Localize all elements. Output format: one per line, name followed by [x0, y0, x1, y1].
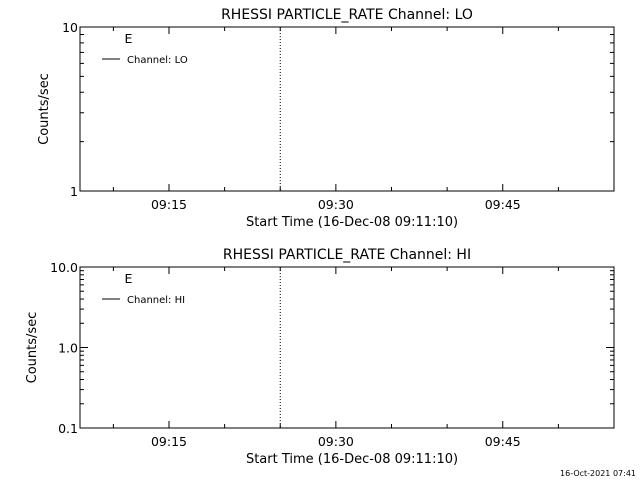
event-marker-label: E: [125, 271, 133, 286]
y-axis-label: Counts/sec: [25, 312, 40, 384]
y-tick-label: 1: [70, 184, 78, 199]
y-tick-label: 1.0: [58, 341, 78, 356]
chart-title: RHESSI PARTICLE_RATE Channel: HI: [223, 247, 471, 263]
panel-hi: RHESSI PARTICLE_RATE Channel: HI Start Ti…: [25, 247, 615, 467]
x-tick-label: 09:30: [318, 434, 354, 449]
legend-label: Channel: HI: [127, 295, 185, 306]
x-tick-label: 09:15: [151, 197, 187, 212]
x-tick-label: 09:45: [485, 197, 521, 212]
x-axis-label: Start Time (16-Dec-08 09:11:10): [246, 452, 458, 467]
plot-frame: [79, 266, 615, 429]
x-tick-label: 09:30: [318, 197, 354, 212]
legend-label: Channel: LO: [127, 55, 188, 66]
timestamp-label: 16-Oct-2021 07:41: [560, 469, 636, 478]
y-tick-label: 0.1: [58, 421, 78, 436]
x-tick-label: 09:45: [485, 434, 521, 449]
chart-title: RHESSI PARTICLE_RATE Channel: LO: [221, 7, 473, 23]
panel-lo: RHESSI PARTICLE_RATE Channel: LO Start Ti…: [37, 7, 615, 230]
event-marker-label: E: [125, 31, 133, 46]
y-axis-label: Counts/sec: [37, 73, 52, 145]
y-tick-label: 10: [62, 20, 78, 35]
x-axis-label: Start Time (16-Dec-08 09:11:10): [246, 215, 458, 230]
x-tick-label: 09:15: [151, 434, 187, 449]
y-tick-label: 10.0: [50, 260, 78, 275]
plot-frame: [79, 26, 615, 192]
